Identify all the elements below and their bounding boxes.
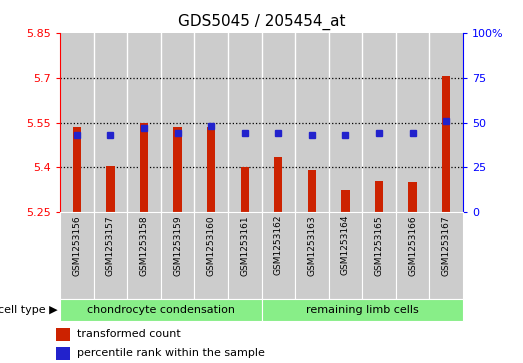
- Bar: [308, 170, 316, 212]
- Bar: [429, 212, 463, 299]
- Text: GSM1253162: GSM1253162: [274, 215, 283, 276]
- Bar: [274, 157, 282, 212]
- Bar: [195, 33, 228, 212]
- Bar: [140, 123, 148, 212]
- Title: GDS5045 / 205454_at: GDS5045 / 205454_at: [178, 14, 345, 30]
- Bar: [60, 212, 94, 299]
- Bar: [341, 190, 349, 212]
- Bar: [262, 33, 295, 212]
- Text: GSM1253164: GSM1253164: [341, 215, 350, 276]
- Bar: [262, 212, 295, 299]
- Bar: [195, 212, 228, 299]
- Bar: [396, 33, 429, 212]
- Text: GSM1253166: GSM1253166: [408, 215, 417, 276]
- Bar: [161, 212, 195, 299]
- Bar: [328, 33, 362, 212]
- Bar: [73, 127, 81, 212]
- Text: GSM1253163: GSM1253163: [308, 215, 316, 276]
- Bar: [56, 347, 70, 360]
- Bar: [408, 183, 417, 212]
- Bar: [262, 299, 463, 321]
- Bar: [241, 167, 249, 212]
- Bar: [207, 127, 215, 212]
- Bar: [127, 212, 161, 299]
- Bar: [396, 212, 429, 299]
- Text: remaining limb cells: remaining limb cells: [306, 305, 418, 315]
- Bar: [127, 33, 161, 212]
- Bar: [174, 127, 182, 212]
- Bar: [106, 166, 115, 212]
- Text: chondrocyte condensation: chondrocyte condensation: [87, 305, 235, 315]
- Bar: [60, 299, 262, 321]
- Bar: [375, 181, 383, 212]
- Bar: [328, 212, 362, 299]
- Text: cell type ▶: cell type ▶: [0, 305, 58, 315]
- Text: GSM1253159: GSM1253159: [173, 215, 182, 276]
- Text: percentile rank within the sample: percentile rank within the sample: [76, 348, 265, 358]
- Bar: [94, 212, 127, 299]
- Bar: [161, 33, 195, 212]
- Text: GSM1253165: GSM1253165: [374, 215, 383, 276]
- Bar: [295, 212, 328, 299]
- Bar: [362, 33, 396, 212]
- Text: GSM1253167: GSM1253167: [441, 215, 451, 276]
- Text: transformed count: transformed count: [76, 329, 180, 339]
- Bar: [60, 33, 94, 212]
- Bar: [228, 33, 262, 212]
- Bar: [442, 76, 450, 212]
- Text: GSM1253161: GSM1253161: [240, 215, 249, 276]
- Text: GSM1253156: GSM1253156: [72, 215, 82, 276]
- Bar: [429, 33, 463, 212]
- Bar: [94, 33, 127, 212]
- Text: GSM1253157: GSM1253157: [106, 215, 115, 276]
- Bar: [56, 327, 70, 341]
- Text: GSM1253160: GSM1253160: [207, 215, 215, 276]
- Bar: [295, 33, 328, 212]
- Bar: [362, 212, 396, 299]
- Text: GSM1253158: GSM1253158: [140, 215, 149, 276]
- Bar: [228, 212, 262, 299]
